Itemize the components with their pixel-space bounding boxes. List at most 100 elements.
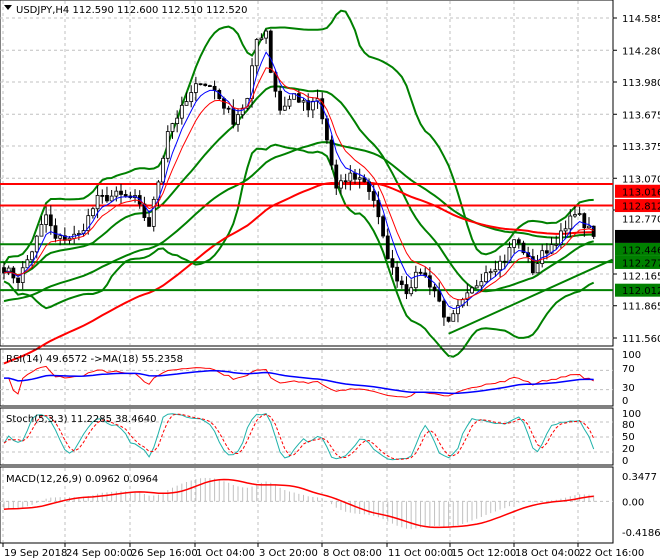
bearish-candle [582,213,587,229]
bullish-candle [161,157,166,183]
time-tick-label: 26 Sep 16:00 [131,548,198,559]
bullish-candle [512,239,517,248]
bullish-candle [348,172,353,182]
bearish-candle [53,225,58,239]
bearish-candle [385,235,390,260]
bullish-candle [151,198,156,227]
macd-pane-border [0,466,614,544]
bearish-candle [2,267,6,274]
price-level-tag-background [615,199,660,213]
time-tick-label: 11 Oct 00:00 [388,548,453,559]
bullish-candle [86,215,91,232]
bearish-candle [362,177,367,183]
bullish-candle [563,228,568,232]
time-tick-label: 19 Sep 2018 [4,548,67,559]
price-tick-label: 112.165 [622,271,660,282]
price-level-tag-background [615,255,660,269]
bearish-candle [320,98,325,120]
bearish-candle [437,290,442,302]
rsi-tick-label: 30 [622,383,635,394]
time-tick-label: 18 Oct 04:00 [515,548,580,559]
bearish-candle [278,90,283,111]
bullish-candle [184,101,189,106]
bullish-candle [310,100,315,111]
pane-labels: USDJPY,H4 112.590 112.600 112.510 112.52… [4,5,247,485]
rsi-pane[interactable]: 100 70 30 0 [0,348,641,407]
stoch-tick-label: 20 [622,444,635,455]
bullish-candle [357,177,362,180]
bearish-candle [119,190,123,195]
macd-pane[interactable]: 0.3477 0.00 -0.4186 [0,466,660,544]
bullish-candle [301,100,306,103]
price-level-tag-background [615,283,660,297]
rsi-tick-label: 0 [622,396,628,407]
stoch-tick-label: 50 [622,432,635,443]
symbol-label: USDJPY,H4 [16,5,72,16]
bearish-candle [353,172,357,180]
bearish-candle [521,242,526,254]
bullish-candle [179,104,184,119]
bullish-candle [25,259,30,269]
bullish-candle [240,107,245,116]
bearish-candle [446,316,451,322]
rsi-tick-label: 70 [622,364,635,375]
bearish-candle [226,107,231,110]
price-tick-label: 114.280 [622,46,660,57]
macd-tick-label: 0.00 [622,497,644,508]
bullish-candle [20,267,25,283]
macd-signal-line [3,478,594,529]
bearish-candle [16,277,20,283]
bullish-candle [568,215,573,230]
current-price-tag-background [615,229,660,243]
bullish-candle [254,39,259,67]
rsi-tick-label: 100 [622,350,641,361]
moving-average-slow-green [3,141,594,303]
macd-tick-label: 0.3477 [622,472,657,483]
bearish-candle [418,271,423,274]
bullish-candle [6,267,11,274]
bullish-candle [470,287,474,294]
bullish-candle [91,208,95,217]
bearish-candle [343,180,348,183]
price-tick-label: 113.675 [622,110,660,121]
price-tick-label: 112.770 [622,215,660,226]
stoch-tick-label: 100 [622,409,641,420]
bullish-candle [189,92,194,102]
rsi-line [4,365,594,398]
bearish-candle [296,93,301,103]
bullish-candle [451,313,456,322]
bullish-candle [493,269,498,273]
bearish-candle [404,284,409,295]
current-price-tag: 112.520 [622,232,660,243]
price-tick-label: 113.070 [622,174,660,185]
bearish-candle [399,280,404,285]
bullish-candle [554,243,559,246]
moving-average-200-red [3,181,594,365]
time-tick-label: 1 Oct 04:00 [196,548,255,559]
price-pane[interactable]: 114.585 114.280 113.980 113.675 113.375 113.0… [0,0,660,365]
bollinger-upper-band [3,9,594,266]
bearish-candle [329,139,334,166]
bullish-candle [413,271,418,289]
bullish-candle [339,180,343,189]
bearish-candle [203,83,208,86]
macd-tick-label: -0.4186 [622,528,660,539]
price-pane-border [0,0,614,347]
bearish-candle [530,256,535,274]
bearish-candle [381,216,385,237]
bullish-candle [114,190,119,197]
bullish-candle [587,225,591,229]
stoch-tick-label: 80 [622,420,635,431]
price-tick-label: 111.865 [622,302,660,313]
price-tick-label: 111.560 [622,334,660,345]
bullish-candle [559,230,563,245]
rsi-pane-border [0,348,614,407]
bearish-candle [516,239,521,244]
price-level-tag: 112.812 [622,202,660,213]
stoch-tick-label: 0 [622,456,628,467]
bearish-candle [268,30,273,73]
bullish-candle [456,305,460,315]
bullish-candle [39,224,44,237]
